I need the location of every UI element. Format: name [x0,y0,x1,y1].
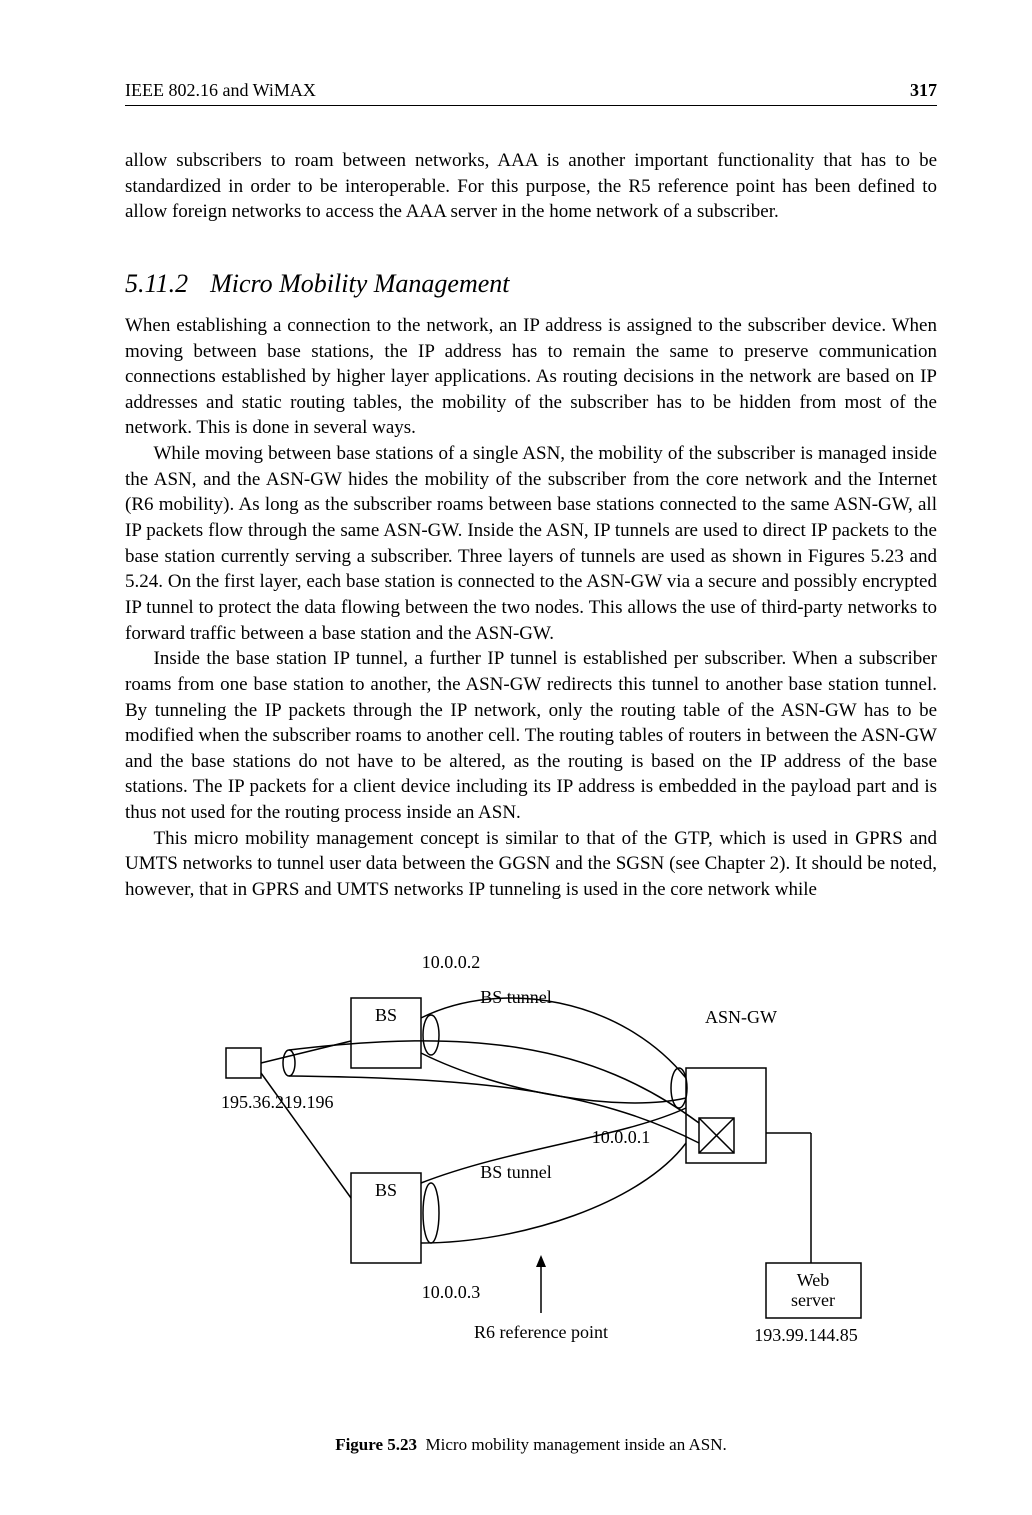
figure-number: Figure 5.23 [335,1435,417,1454]
tunnel2-left-cap [423,1183,439,1243]
ip-asn-gw: 10.0.0.1 [592,1127,651,1147]
section-body: When establishing a connection to the ne… [125,313,937,903]
bs1-label: BS [375,1005,397,1025]
tunnel2-outer-bot [421,1143,686,1243]
figure-svg: 10.0.0.2 BS BS 195.36.219.196 ASN-GW [171,943,891,1403]
r6-label: R6 reference point [474,1322,608,1342]
bs-tunnel-2-label: BS tunnel [480,1162,552,1182]
tunnel1-left-cap [423,1015,439,1055]
ip-client: 195.36.219.196 [221,1092,334,1112]
paragraph-2: While moving between base stations of a … [125,441,937,646]
lead-in-paragraph-block: allow subscribers to roam between networ… [125,148,937,225]
ip-web-server: 193.99.144.85 [754,1325,858,1345]
page-number: 317 [910,80,937,101]
web-server-label-2: server [791,1290,835,1310]
section-heading: 5.11.2 Micro Mobility Management [125,269,937,299]
client-device [226,1048,261,1078]
asn-gw-label: ASN-GW [705,1007,777,1027]
running-title: IEEE 802.16 and WiMAX [125,80,316,101]
asn-gw-box [686,1068,766,1163]
bs2-label: BS [375,1180,397,1200]
tunnel1-right-cap [671,1068,687,1108]
running-header: IEEE 802.16 and WiMAX 317 [125,80,937,106]
figure-caption-text: Micro mobility management inside an ASN. [426,1435,727,1454]
r6-arrow-head [536,1255,546,1267]
figure-caption: Figure 5.23 Micro mobility management in… [125,1435,937,1455]
paragraph-4: This micro mobility management concept i… [125,826,937,903]
web-server-label-1: Web [797,1270,830,1290]
bs-tunnel-1-label: BS tunnel [480,987,552,1007]
section-title: Micro Mobility Management [210,269,509,298]
ip-bs2: 10.0.0.3 [422,1282,481,1302]
section-number: 5.11.2 [125,269,188,298]
ip-bs1: 10.0.0.2 [422,952,481,972]
lead-in-paragraph: allow subscribers to roam between networ… [125,148,937,225]
paragraph-1: When establishing a connection to the ne… [125,313,937,441]
paragraph-3: Inside the base station IP tunnel, a fur… [125,646,937,825]
inner1-left-cap [283,1050,295,1076]
tunnel1-outer-top [421,998,686,1078]
figure-5-23: 10.0.0.2 BS BS 195.36.219.196 ASN-GW [125,943,937,1455]
